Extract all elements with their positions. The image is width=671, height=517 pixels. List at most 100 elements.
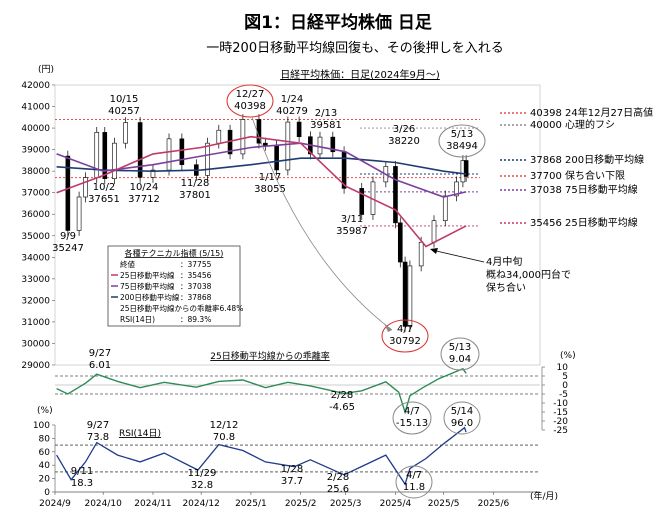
x-axis-tick-label: 2024/10 [84,499,122,509]
x-axis-tick-label: 2025/6 [478,499,510,509]
x-axis-tick-label: 2025/1 [235,499,267,509]
moving-average-line [56,142,467,198]
callout-circle [443,401,481,435]
x-axis-tick-label: 2024/12 [182,499,219,509]
mid-april-note-line: 概ね34,000円台で [486,268,571,281]
price-axis-tick-label: 30000 [21,339,50,349]
callout-date: 10/15 [110,94,139,105]
callout-value: 70.8 [213,432,235,443]
rsi-unit-label: (%) [37,406,53,416]
callout-value: 37.7 [281,476,303,487]
candle-body [216,129,222,144]
callout-date: 9/27 [89,348,111,359]
deviation-panel-title: 25日移動平均線からの乖離率 [210,350,329,362]
candle-body [407,265,413,327]
x-axis-tick-label: 2024/11 [134,499,171,509]
tech-box-title: 各種テクニカル指標 (5/15) [125,248,224,258]
price-axis-tick-label: 38000 [21,167,50,177]
chart-subtitle: 一時200日移動平均線回復も、その後押しを入れる [206,40,503,56]
callout-value: 38055 [254,184,286,195]
callout-value: 6.01 [89,360,111,371]
callout-circle [395,465,433,499]
mid-april-note-line: 4月中旬 [486,255,522,268]
candle-body [285,121,291,171]
price-axis-tick-label: 32000 [21,296,50,306]
candle-body [418,241,424,267]
callout-circle [381,319,429,353]
callout-connector-arrow [251,116,393,331]
callout-date: 1/24 [281,94,303,105]
callout-value: 18.3 [71,478,93,489]
candle-body [397,222,403,263]
callout-value: 37712 [128,194,160,205]
candle-body [137,122,143,178]
callout-value: 37801 [179,190,211,201]
tech-row-value: ：37038 [180,282,212,291]
callout-date: 3/26 [393,124,415,135]
price-axis-tick-label: 42000 [21,81,50,91]
deviation-line [56,367,467,415]
callout-circle [226,84,274,118]
candle-body [359,188,365,215]
candle-body [123,122,128,144]
rsi-axis-tick-label: 100 [33,421,50,431]
reference-legend-label: 37700 保ち合い下限 [530,169,625,182]
callout-value: -15.13 [396,418,428,429]
candle-body [454,181,459,197]
reference-legend-label: 40398 24年12月27日高値 [530,106,653,119]
deviation-axis-tick-label: -15 [553,408,568,418]
deviation-axis-tick-label: -20 [553,417,568,427]
callout-circle [440,337,480,371]
callout-date: 10/24 [130,182,159,193]
deviation-axis-tick-label: 5 [562,372,568,382]
rsi-axis-tick-label: 80 [39,434,51,444]
x-axis-tick-label: 2024/9 [39,499,71,509]
callout-value: 38494 [446,141,478,152]
callout-date: 9/11 [71,466,93,477]
callout-value: 38220 [388,136,420,147]
candle-body [65,155,71,231]
candle-body [179,138,185,165]
rsi-axis-tick-label: 20 [39,475,51,485]
x-axis-tick-label: 2025/5 [428,499,460,509]
tech-row-value: ：37755 [180,260,212,269]
tech-row-value: ：6.48% [212,304,243,313]
callout-date: 3/11 [341,214,363,225]
candle-body [166,138,172,171]
callout-value: -4.65 [329,402,355,413]
mid-april-arrowhead [430,248,438,254]
price-panel-frame [54,84,541,366]
callout-circle [392,401,432,435]
callout-value: 32.8 [191,480,213,491]
deviation-axis-tick-label: 0 [562,381,568,391]
candle-body [330,136,336,153]
tech-row-label: 25日移動平均線からの乖離率 [120,303,220,313]
callout-date: 1/17 [259,172,281,183]
tech-row-label: 200日移動平均線 [120,292,180,302]
reference-legend-label: 40000 心理的フシ [530,118,615,131]
callout-date: 12/12 [210,420,239,431]
candle-body [240,119,246,155]
deviation-axis-tick-label: -25 [553,426,568,436]
candle-body [463,160,469,177]
callout-date: 10/2 [93,182,115,193]
deviation-axis-tick-label: -5 [559,390,568,400]
candle-body [402,261,408,327]
candle-body [393,166,398,224]
tech-row-label: 25日移動平均線 [120,270,175,280]
callout-value: 40279 [276,106,308,117]
price-axis-tick-label: 34000 [21,253,50,263]
callout-date: 12/27 [236,89,265,100]
mid-april-arrow [431,249,485,263]
candle-body [296,121,302,137]
tech-row-label: 75日移動平均線 [120,281,175,291]
tech-box-frame [107,245,241,327]
x-axis-tick-label: 2025/3 [330,499,362,509]
callout-date: 2/28 [331,390,353,401]
candle-body [274,145,279,171]
price-axis-tick-label: 39000 [21,146,50,156]
reference-legend-label: 35456 25日移動平均線 [530,216,638,229]
price-axis-tick-label: 33000 [21,275,50,285]
candle-body [102,132,108,179]
tech-row-label: 終値 [120,259,135,269]
